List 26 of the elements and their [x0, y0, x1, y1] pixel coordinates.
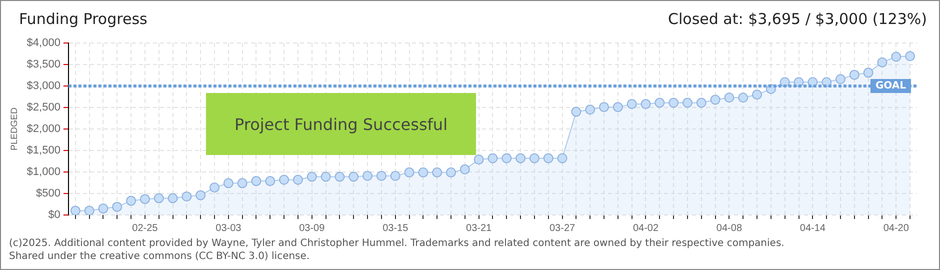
text: Shared under the creative commons (CC BY-NC 3.0) license.: [9, 251, 310, 262]
x-tick-label: 04-02: [632, 222, 659, 234]
y-tick-label: $3,000: [26, 80, 60, 92]
text: (c)2025. Additional content provided by Wayne, Tyler and Christopher Hummel. Trademarks and related content are owned by their respective companies.: [9, 238, 784, 249]
y-tick-label: $2,000: [26, 123, 60, 136]
banner: Project Funding Successful: [206, 93, 476, 155]
x-tick-label: 03-09: [299, 222, 326, 234]
y-axis-title: PLEDGED: [8, 106, 19, 151]
y-tick-label: $1,500: [26, 144, 60, 157]
chart-title: Funding Progress: [19, 10, 148, 28]
x-tick-label: 04-14: [800, 222, 826, 234]
y-tick-label: $2,500: [26, 102, 60, 114]
x-tick-label: 02-25: [132, 222, 158, 234]
x-tick-label: 03-27: [549, 222, 576, 234]
x-tick-label: 03-03: [216, 222, 242, 234]
x-tick-label: 03-15: [382, 222, 409, 234]
x-tick-label: 03-21: [466, 222, 492, 234]
y-tick-label: $4,000: [26, 37, 60, 50]
y-tick-label: $0: [48, 209, 60, 222]
x-tick-label: 04-20: [883, 222, 910, 234]
ref-line-label: GOAL: [875, 80, 907, 92]
y-tick-label: $1,000: [26, 166, 60, 178]
text: Closed at: $3,695 / $3,000 (123%): [668, 10, 927, 28]
x-tick-label: 04-08: [716, 222, 742, 234]
y-tick-label: $3,500: [26, 58, 60, 71]
y-tick-label: $500: [36, 188, 60, 200]
